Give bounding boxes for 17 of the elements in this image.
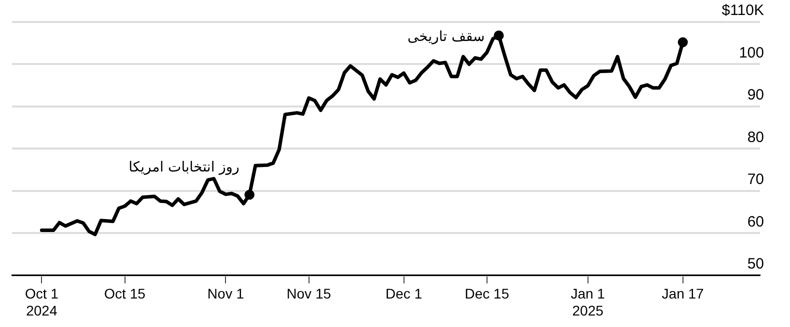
x-tick-label: Jan 17: [662, 286, 704, 302]
x-tick-label: Dec 1: [386, 286, 422, 302]
x-tick-label: Oct 15: [104, 286, 146, 302]
x-tick-label: Nov 1: [207, 286, 244, 302]
x-tick-label: Jan 1 2025: [570, 286, 606, 318]
y-tick-label: $110K: [722, 2, 764, 20]
y-tick-label: 90: [747, 86, 764, 104]
x-tick-label: Oct 1 2024: [24, 286, 59, 318]
y-tick-label: 60: [747, 213, 764, 230]
y-tick-label: 70: [747, 171, 764, 188]
x-tick-label: Dec 15: [464, 286, 510, 302]
x-tick-label: Nov 15: [286, 286, 332, 302]
y-tick-label: 100: [738, 44, 764, 62]
annotation: سقف تاریخی: [408, 29, 485, 46]
y-tick-label: 50: [747, 256, 764, 273]
annotation: روز انتخابات امریکا: [128, 159, 240, 176]
y-tick-label: 80: [747, 128, 764, 146]
